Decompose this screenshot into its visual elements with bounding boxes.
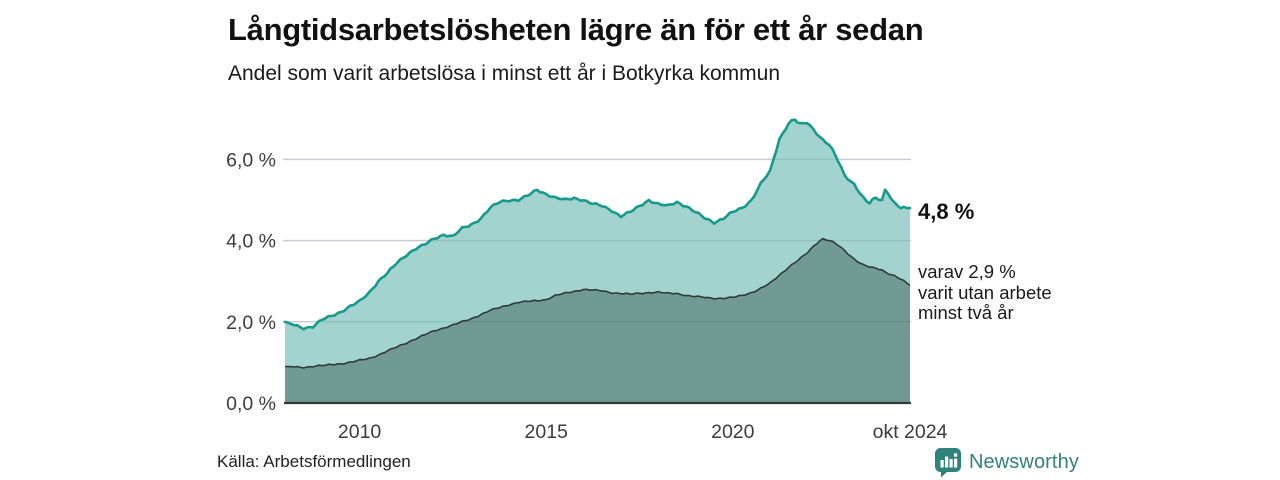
y-axis-labels: 0,0 % 2,0 % 4,0 % 6,0 % <box>226 149 276 415</box>
page-title: Långtidsarbetslösheten lägre än för ett … <box>228 12 924 47</box>
two-year-annotation: varav 2,9 % varit utan arbete minst två … <box>918 261 1052 324</box>
newsworthy-logo-text: Newsworthy <box>969 451 1079 473</box>
x-tick-label: okt 2024 <box>873 421 948 443</box>
annotation-line-3: minst två år <box>918 302 1014 323</box>
y-tick-label: 2,0 % <box>226 312 276 334</box>
annotation-line-2: varit utan arbete <box>918 281 1052 303</box>
x-tick-label: 2010 <box>338 421 382 443</box>
x-axis-labels: 2010 2015 2020 okt 2024 <box>338 421 948 443</box>
chart-subtitle: Andel som varit arbetslösa i minst ett å… <box>228 62 781 85</box>
x-tick-label: 2015 <box>525 421 569 443</box>
x-tick-label: 2020 <box>711 421 755 443</box>
newsworthy-logo: Newsworthy <box>934 447 1079 478</box>
gridline-overlays <box>283 158 911 323</box>
y-tick-label: 6,0 % <box>226 149 276 171</box>
latest-value-label: 4,8 % <box>918 199 975 224</box>
y-tick-label: 4,0 % <box>226 231 276 253</box>
annotation-line-1: varav 2,9 % <box>918 261 1016 282</box>
series-area-two-year <box>285 238 910 403</box>
newsworthy-chart-bubble-icon <box>935 448 961 478</box>
series-line-two-year <box>284 237 911 369</box>
y-tick-label: 0,0 % <box>226 393 276 415</box>
series-line-total <box>283 118 912 331</box>
source-label: Källa: Arbetsförmedlingen <box>217 452 411 471</box>
